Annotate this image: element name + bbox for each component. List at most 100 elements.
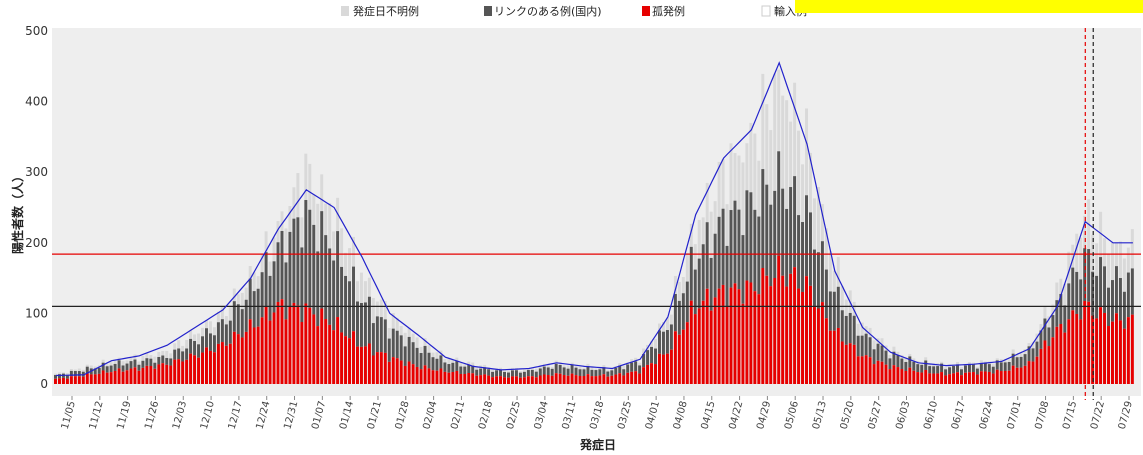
legend-swatch-sporadic	[642, 6, 650, 16]
bar-linked	[300, 247, 303, 322]
x-tick-label: 07/08	[1033, 400, 1051, 431]
bar-linked	[726, 246, 729, 307]
bar-sporadic	[237, 334, 240, 384]
bar-linked	[479, 369, 482, 376]
bar-linked	[1004, 362, 1007, 371]
bar-sporadic	[563, 375, 566, 384]
bar-sporadic	[443, 372, 446, 384]
legend-swatch-unknown	[341, 6, 349, 16]
bar-sporadic	[451, 372, 454, 384]
bar-linked	[567, 369, 570, 376]
bar-sporadic	[273, 313, 276, 384]
bar-unknown	[257, 276, 260, 289]
bar-unknown	[789, 122, 792, 187]
bar-linked	[1131, 268, 1134, 314]
bar-linked	[853, 316, 856, 345]
bar-sporadic	[420, 369, 423, 384]
x-tick-label: 06/24	[978, 400, 996, 431]
bar-sporadic	[936, 373, 939, 384]
bar-linked	[825, 270, 828, 319]
bar-sporadic	[332, 330, 335, 384]
bar-sporadic	[356, 347, 359, 384]
bar-linked	[527, 370, 530, 376]
bar-unknown	[122, 361, 125, 365]
bar-linked	[980, 363, 983, 371]
bar-linked	[976, 369, 979, 375]
bar-sporadic	[292, 303, 295, 384]
bar-sporadic	[642, 367, 645, 384]
bar-linked	[908, 356, 911, 367]
x-tick-label: 04/01	[644, 400, 662, 431]
bar-unknown	[475, 368, 478, 370]
bar-sporadic	[118, 368, 121, 384]
bar-sporadic	[1071, 310, 1074, 384]
bar-linked	[571, 365, 574, 374]
bar-unknown	[300, 217, 303, 247]
bar-linked	[745, 190, 748, 280]
bar-sporadic	[1043, 341, 1046, 384]
bar-sporadic	[813, 307, 816, 384]
bar-unknown	[1043, 307, 1046, 319]
bar-unknown	[269, 262, 272, 276]
bar-unknown	[62, 372, 65, 373]
x-tick-label: 07/22	[1089, 400, 1107, 431]
bar-sporadic	[459, 374, 462, 384]
bar-sporadic	[344, 336, 347, 384]
bar-sporadic	[404, 366, 407, 384]
bar-unknown	[253, 272, 256, 291]
bar-sporadic	[221, 342, 224, 384]
bar-linked	[197, 344, 200, 357]
bar-sporadic	[1004, 371, 1007, 384]
bar-unknown	[153, 357, 156, 363]
bar-sporadic	[531, 376, 534, 384]
bar-sporadic	[1032, 362, 1035, 384]
bar-sporadic	[229, 344, 232, 384]
bar-linked	[237, 304, 240, 334]
legend-label-linked: リンクのある例(国内)	[494, 4, 602, 18]
bar-sporadic	[912, 371, 915, 384]
bar-linked	[781, 189, 784, 276]
bar-linked	[1095, 276, 1098, 319]
bar-sporadic	[483, 374, 486, 384]
bar-linked	[110, 366, 113, 373]
bar-linked	[173, 350, 176, 360]
bar-unknown	[1119, 241, 1122, 278]
x-tick-label: 05/27	[866, 400, 884, 431]
bar-unknown	[173, 343, 176, 349]
y-axis-title: 陽性者数（人）	[10, 170, 25, 254]
bar-linked	[845, 316, 848, 345]
bar-sporadic	[102, 371, 105, 384]
bar-unknown	[583, 368, 586, 370]
bar-sporadic	[348, 338, 351, 384]
bar-sporadic	[475, 376, 478, 384]
y-tick-label: 300	[25, 165, 48, 179]
bar-unknown	[519, 371, 522, 373]
bar-linked	[229, 321, 232, 344]
bar-sporadic	[881, 362, 884, 384]
bar-linked	[98, 368, 101, 374]
bar-linked	[559, 365, 562, 374]
bar-sporadic	[690, 301, 693, 384]
bar-linked	[650, 347, 653, 363]
bar-sporadic	[976, 375, 979, 384]
bar-unknown	[670, 315, 673, 325]
bar-unknown	[1111, 243, 1114, 281]
bar-unknown	[428, 345, 431, 353]
bar-sporadic	[594, 376, 597, 384]
bar-linked	[789, 187, 792, 274]
bar-sporadic	[952, 373, 955, 384]
bar-sporadic	[70, 376, 73, 384]
bar-sporadic	[650, 363, 653, 384]
bar-unknown	[567, 366, 570, 369]
bar-unknown	[761, 74, 764, 169]
bar-unknown	[813, 198, 816, 249]
bar-linked	[1099, 257, 1102, 307]
bar-unknown	[586, 364, 589, 366]
bar-sporadic	[90, 374, 93, 384]
bar-unknown	[435, 352, 438, 359]
bar-sporadic	[396, 358, 399, 384]
bar-linked	[1032, 348, 1035, 361]
bar-sporadic	[1016, 368, 1019, 384]
bar-linked	[451, 363, 454, 372]
bar-unknown	[74, 370, 77, 371]
